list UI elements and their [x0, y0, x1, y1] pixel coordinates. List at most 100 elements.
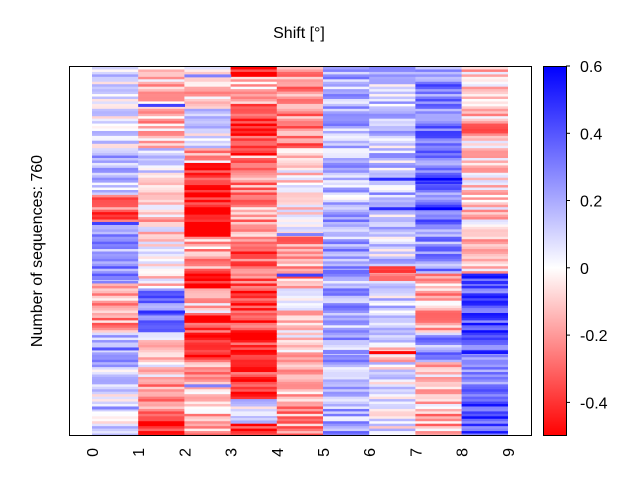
heatmap-cell	[184, 135, 232, 139]
heatmap-cell	[369, 266, 416, 270]
heatmap-cell	[92, 130, 139, 134]
heatmap-cell	[92, 126, 139, 129]
heatmap-stripe	[92, 140, 139, 144]
heatmap-cell	[461, 273, 508, 277]
plot-frame	[69, 66, 532, 436]
heatmap-cell	[415, 74, 463, 78]
heatmap-cell	[415, 118, 463, 122]
heatmap-cell	[138, 372, 185, 375]
heatmap-cell	[323, 418, 370, 422]
heatmap-cell	[230, 226, 278, 230]
heatmap-cell	[415, 202, 463, 206]
heatmap-cell	[138, 98, 185, 102]
heatmap-cell	[415, 192, 463, 196]
heatmap-cell	[230, 288, 278, 292]
heatmap-cell	[230, 128, 278, 132]
heatmap-cell	[415, 241, 463, 245]
heatmap-cell	[369, 81, 416, 85]
heatmap-cell	[92, 313, 139, 316]
heatmap-cell	[92, 367, 139, 370]
heatmap-cell	[369, 433, 416, 436]
heatmap-cell	[461, 335, 508, 338]
heatmap-cell	[461, 162, 508, 166]
heatmap-cell	[461, 315, 508, 319]
heatmap-cell	[369, 246, 416, 250]
heatmap-cell	[138, 143, 185, 147]
heatmap-cell	[138, 433, 185, 436]
heatmap-cell	[92, 133, 139, 137]
heatmap-cell	[92, 426, 139, 430]
heatmap-cell	[276, 148, 324, 152]
heatmap-cell	[369, 276, 416, 279]
heatmap-cell	[323, 187, 370, 191]
heatmap-cell	[461, 94, 508, 97]
heatmap-cell	[461, 394, 508, 398]
heatmap-cell	[323, 145, 370, 149]
heatmap-cell	[230, 413, 278, 417]
heatmap-cell	[415, 204, 463, 208]
heatmap-cell	[461, 359, 508, 363]
heatmap-cell	[415, 261, 463, 265]
heatmap-cell	[230, 86, 278, 90]
heatmap-cell	[230, 251, 278, 255]
heatmap-cell	[415, 313, 463, 316]
heatmap-cell	[138, 428, 185, 432]
heatmap-cell	[323, 359, 370, 363]
heatmap-cell	[415, 123, 463, 127]
heatmap-cell	[92, 364, 139, 368]
heatmap-cell	[92, 327, 139, 331]
heatmap-cell	[323, 396, 370, 400]
heatmap-cell	[230, 327, 278, 331]
heatmap-cell	[323, 101, 370, 105]
heatmap-cell	[230, 384, 278, 388]
heatmap-cell	[184, 285, 232, 289]
heatmap-cell	[276, 261, 324, 265]
heatmap-cell	[369, 342, 416, 346]
heatmap-cell	[415, 234, 463, 238]
heatmap-cell	[276, 236, 324, 240]
heatmap-cell	[276, 130, 324, 134]
heatmap-cell	[323, 108, 370, 112]
heatmap-cell	[230, 219, 278, 223]
x-tick-label: 8	[455, 448, 472, 457]
heatmap-cell	[230, 108, 278, 112]
heatmap-cell	[369, 192, 416, 196]
heatmap-cell	[323, 98, 370, 102]
heatmap-cell	[184, 340, 232, 343]
heatmap-cell	[184, 268, 232, 272]
heatmap-cell	[461, 354, 508, 358]
heatmap-cell	[323, 116, 370, 120]
heatmap-cell	[461, 130, 508, 134]
heatmap-cell	[230, 266, 278, 270]
heatmap-cell	[369, 202, 416, 206]
heatmap-cell	[92, 81, 139, 85]
heatmap-cell	[461, 192, 508, 196]
heatmap-cell	[415, 389, 463, 393]
heatmap-cell	[276, 300, 324, 304]
heatmap-cell	[230, 162, 278, 166]
heatmap-cell	[323, 408, 370, 412]
heatmap-cell	[461, 278, 508, 282]
heatmap-cell	[184, 362, 232, 366]
heatmap-cell	[230, 285, 278, 289]
heatmap-cell	[230, 349, 278, 353]
heatmap-cell	[276, 426, 324, 430]
heatmap-cell	[369, 219, 416, 223]
heatmap-cell	[92, 379, 139, 383]
heatmap-cell	[369, 330, 416, 334]
heatmap-cell	[323, 416, 370, 420]
heatmap-stripe	[369, 351, 416, 355]
heatmap-cell	[276, 246, 324, 250]
heatmap-cell	[415, 160, 463, 164]
heatmap-cell	[276, 74, 324, 78]
heatmap-cell	[138, 130, 185, 134]
heatmap-cell	[230, 81, 278, 85]
heatmap-cell	[415, 268, 463, 272]
heatmap-cell	[92, 300, 139, 304]
heatmap-cell	[138, 283, 185, 287]
heatmap-cell	[276, 241, 324, 245]
heatmap-cell	[461, 347, 508, 351]
heatmap-cell	[415, 209, 463, 213]
heatmap-cell	[138, 313, 185, 316]
heatmap-cell	[184, 98, 232, 102]
